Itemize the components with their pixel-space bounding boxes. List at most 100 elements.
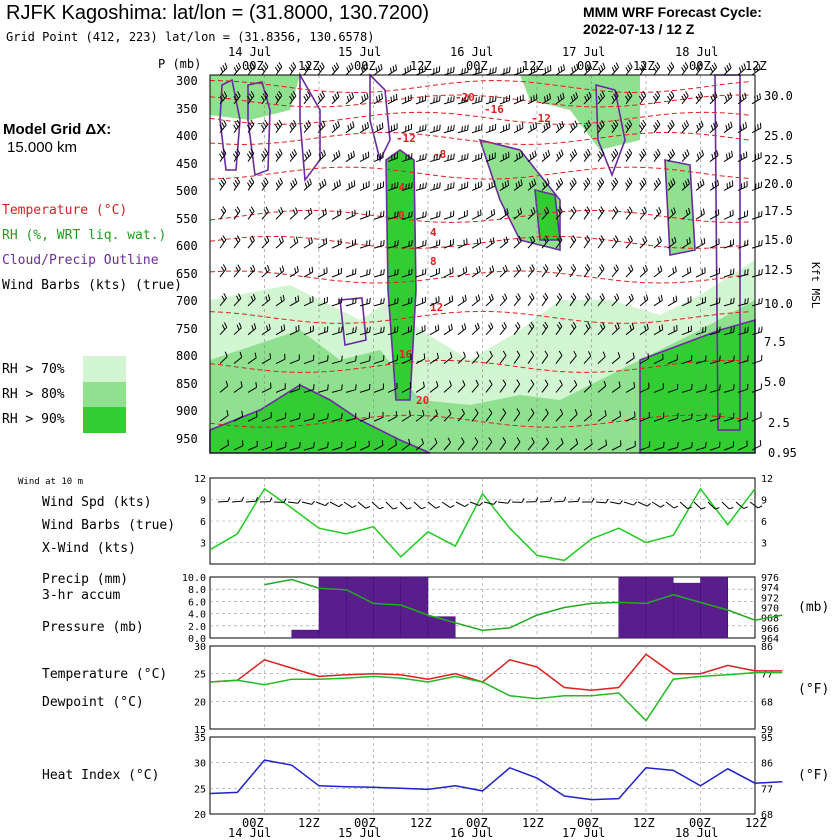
wind-barb-shaft	[681, 301, 692, 307]
wind-barb-flag	[714, 91, 718, 97]
wind-barb-shaft	[737, 388, 748, 393]
wind-barb-shaft	[639, 269, 648, 278]
wind-barb-flag	[366, 240, 368, 247]
wind-barb-flag	[461, 325, 464, 331]
wind-barb-flag	[352, 327, 354, 333]
wind-barb-shaft	[219, 67, 228, 76]
wind-barb	[373, 210, 385, 220]
wind-barb-flag	[642, 90, 647, 96]
wind-barb-shaft	[569, 125, 578, 134]
wind-barb-flag	[600, 324, 604, 330]
wind-barb-flag	[503, 125, 505, 132]
wind-barb-flag	[249, 64, 253, 70]
wind-barb-flag	[240, 381, 243, 387]
p-tick: 400	[176, 129, 198, 143]
wind-barb-flag	[381, 440, 384, 446]
wind-barb-flag	[234, 151, 239, 157]
wind-barb-flag	[354, 209, 356, 216]
wind-barb-flag	[449, 352, 453, 358]
top-hour: 12Z	[410, 59, 432, 73]
wind-barb-flag	[717, 209, 720, 215]
wind-barb-flag	[448, 325, 451, 331]
wind-barb	[387, 211, 399, 220]
wind-barb	[429, 95, 441, 105]
wind-barb-flag	[716, 327, 718, 333]
wind-barb	[303, 62, 311, 76]
wind-barb-flag	[515, 182, 518, 189]
wind-barb-flag	[642, 267, 646, 273]
wind-barb-flag	[379, 124, 381, 130]
temp-contour	[209, 414, 751, 428]
wind-barb-flag	[436, 240, 438, 246]
wind-barb-flag	[536, 65, 538, 72]
wind-barb-flag	[338, 298, 340, 304]
wind-barb-flag	[424, 325, 426, 331]
wind-barb	[289, 148, 297, 162]
wind-barb	[541, 321, 549, 335]
temp-contour-label: 8	[430, 255, 437, 268]
wind-barb	[527, 122, 538, 134]
wind-barb-flag	[744, 269, 746, 276]
wind-barb	[723, 384, 735, 393]
wind-barb-shaft	[597, 153, 605, 162]
wind-barb-shaft	[751, 244, 762, 249]
temp-contour-label: -16	[484, 103, 504, 116]
wind-barb-flag	[320, 151, 324, 158]
wind-barb	[471, 152, 483, 163]
wind-barb-shaft	[625, 445, 636, 451]
wind-barb-flag	[747, 297, 749, 304]
wind-barb	[457, 95, 469, 105]
wind-barb	[723, 121, 733, 134]
wind-barb	[625, 235, 633, 249]
wind-barb-flag	[280, 206, 284, 213]
wind-barb	[583, 292, 591, 307]
pressure-tick: 968	[761, 614, 779, 625]
wind-barb	[709, 209, 720, 220]
wind-barb-shaft	[513, 326, 521, 335]
wind-barb-shaft	[513, 156, 523, 162]
wind-barb-shaft	[345, 96, 354, 105]
wind-barb-flag	[547, 149, 551, 156]
forecast-cycle-label: MMM WRF Forecast Cycle:	[583, 4, 762, 20]
wind-barb-flag	[339, 209, 342, 215]
wind-barb-shaft	[555, 413, 564, 422]
wind-barb-flag	[408, 298, 410, 304]
wind-barb-flag	[656, 209, 660, 215]
surface-wind-barb-flag	[365, 506, 371, 509]
surface-wind-barb-shaft	[385, 501, 394, 510]
wind-barb-flag	[502, 379, 507, 385]
wind-barb-shaft	[331, 125, 340, 134]
wind-barb	[652, 90, 661, 105]
wind-barb-flag	[670, 90, 675, 97]
wind-barb-flag	[733, 326, 735, 333]
wind-barb-flag	[247, 66, 251, 73]
surface-wind-barb-flag	[563, 496, 567, 502]
wind-barb-shaft	[737, 302, 748, 307]
wind-barb	[359, 63, 369, 76]
wind-barb-flag	[508, 151, 510, 158]
pressure-tick: 972	[761, 593, 779, 604]
kft-tick: 25.0	[764, 129, 793, 143]
wind-barb	[681, 149, 690, 162]
wind-barb-shaft	[625, 66, 633, 76]
wind-barb-shaft	[751, 157, 762, 163]
surface-wind-barb-flag	[729, 506, 734, 510]
wind-barb-flag	[280, 325, 283, 332]
wind-barb-flag	[422, 240, 424, 247]
wind-barb-flag	[488, 183, 491, 189]
wind-barb-flag	[365, 63, 369, 69]
wind-barb-shaft	[751, 416, 762, 422]
wind-barb	[583, 206, 591, 220]
wind-barb-shaft	[373, 215, 384, 220]
wind-barb-flag	[530, 321, 535, 327]
wind-barb-flag	[682, 182, 686, 188]
wind-barb	[485, 123, 497, 134]
bottom-hour: 00Z	[689, 816, 711, 830]
wind-barb	[667, 325, 678, 336]
wind-barb-flag	[597, 95, 602, 102]
wind-barb	[233, 322, 242, 336]
wind-barb	[625, 264, 634, 278]
wind-barb-flag	[604, 410, 607, 416]
wind-barb-flag	[307, 209, 311, 216]
wind-barb-shaft	[569, 297, 577, 307]
